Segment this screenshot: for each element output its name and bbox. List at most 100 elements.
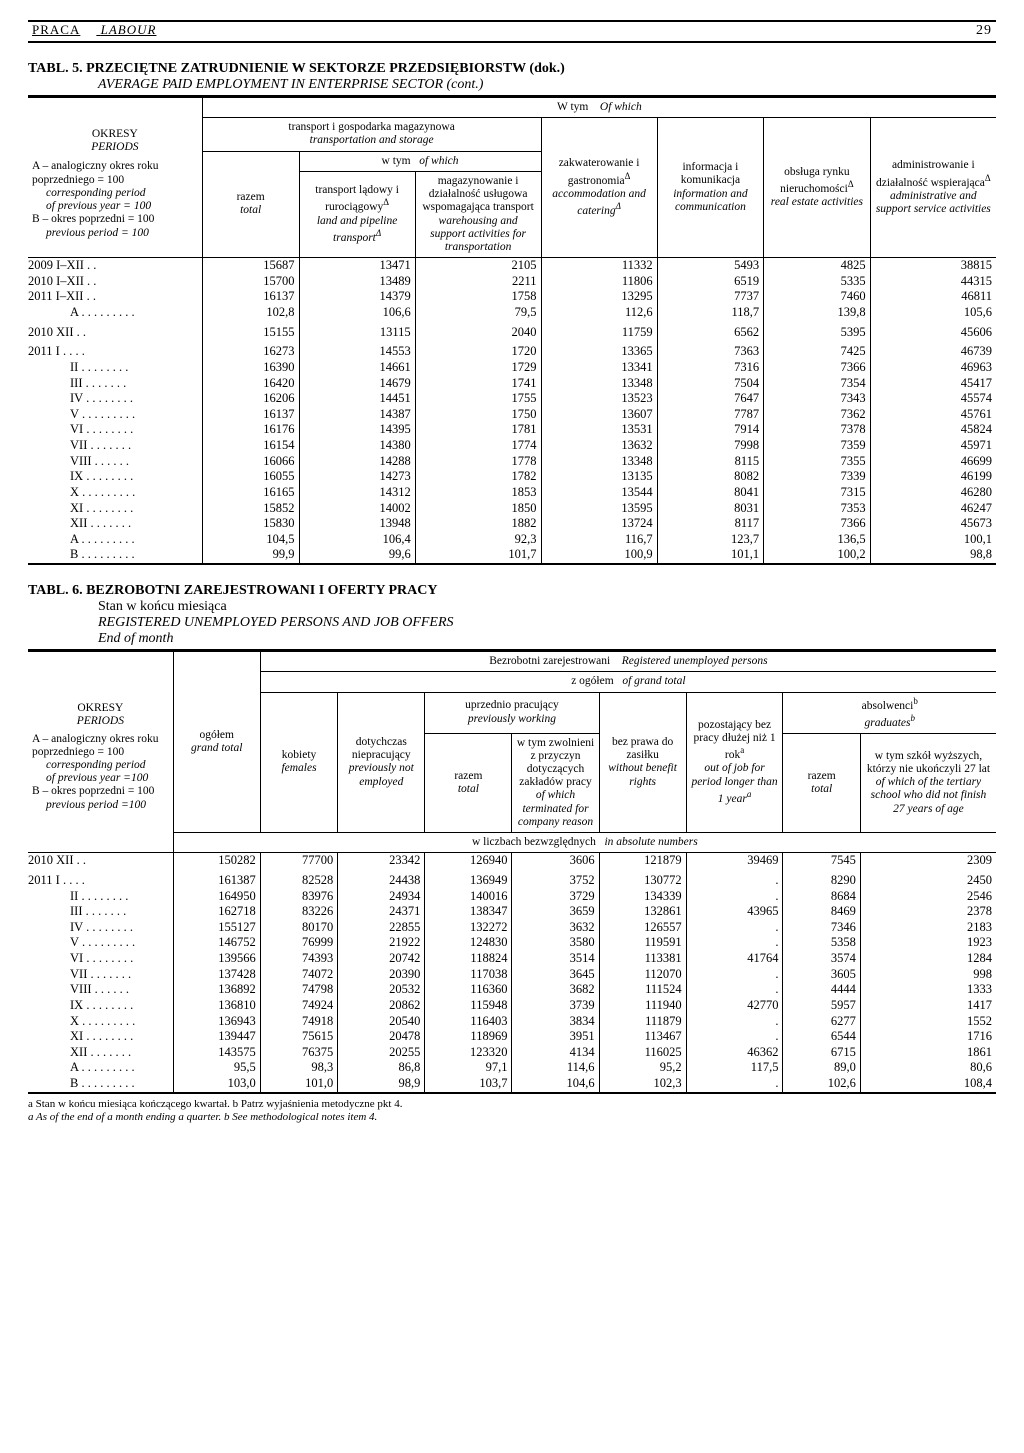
page: PRACA LABOUR 29 TABL. 5. PRZECIĘTNE ZATR… xyxy=(0,0,1024,1155)
t5-obs-en: real estate activities xyxy=(771,196,863,208)
table-row: II . . . . . . . .1639014661172913341731… xyxy=(28,360,996,376)
t5-inf-pl: informacja i komunikacja xyxy=(681,161,740,186)
cell: 83226 xyxy=(260,904,337,920)
cell: 137428 xyxy=(173,967,260,983)
t6-periods-en: PERIODS xyxy=(32,715,169,728)
cell: 161387 xyxy=(173,873,260,889)
cell: 46699 xyxy=(870,454,996,470)
cell: 14679 xyxy=(299,376,415,392)
cell: 15852 xyxy=(202,501,299,517)
cell: 14002 xyxy=(299,501,415,517)
cell: 46362 xyxy=(686,1045,783,1061)
sup-b: b xyxy=(913,696,918,706)
cell: 104,5 xyxy=(202,532,299,548)
running-head-pl: PRACA xyxy=(32,22,96,37)
cell: 5957 xyxy=(783,998,860,1014)
cell: 162718 xyxy=(173,904,260,920)
row-label: A . . . . . . . . . xyxy=(28,532,202,548)
cell: 15687 xyxy=(202,258,299,274)
cell: . xyxy=(686,935,783,951)
cell: 130772 xyxy=(599,873,686,889)
table-row: VI . . . . . . . .1395667439320742118824… xyxy=(28,951,996,967)
cell: 76375 xyxy=(260,1045,337,1061)
delta-icon: Δ xyxy=(383,197,389,207)
cell: 13595 xyxy=(541,501,657,517)
table-row: V . . . . . . . . .146752769992192212483… xyxy=(28,935,996,951)
table5-caption: TABL. 5. PRZECIĘTNE ZATRUDNIENIE W SEKTO… xyxy=(28,61,996,93)
table-row: III . . . . . . .16420146791741133487504… xyxy=(28,376,996,392)
cell: 102,6 xyxy=(783,1076,860,1092)
t5-transport-pl: transport i gospodarka magazynowa xyxy=(207,121,537,134)
table-row: XII . . . . . . .14357576375202551233204… xyxy=(28,1045,996,1061)
table-row: 2010 XII . .1515513115204011759656253954… xyxy=(28,325,996,341)
t5-note-a-pl: A – analogiczny okres roku poprzedniego … xyxy=(32,160,198,186)
cell: 76999 xyxy=(260,935,337,951)
cell: 22855 xyxy=(338,920,425,936)
cell: 1417 xyxy=(860,998,996,1014)
row-label: VI . . . . . . . . xyxy=(28,951,173,967)
row-label: 2010 XII . . xyxy=(28,853,173,869)
cell: 3574 xyxy=(783,951,860,967)
t6-kobiety: kobiety xyxy=(282,749,317,761)
row-label: X . . . . . . . . . xyxy=(28,485,202,501)
cell: 111940 xyxy=(599,998,686,1014)
cell: . xyxy=(686,1076,783,1092)
table-row: IV . . . . . . . .1620614451175513523764… xyxy=(28,391,996,407)
t6-zw-pl: w tym zwolnieni z przyczyn dotyczących z… xyxy=(517,737,594,789)
row-label: VIII . . . . . . xyxy=(28,454,202,470)
cell: 1850 xyxy=(415,501,541,517)
cell: 116025 xyxy=(599,1045,686,1061)
cell: 6519 xyxy=(657,274,763,290)
cell: 116403 xyxy=(425,1014,512,1030)
cell: 136892 xyxy=(173,982,260,998)
cell: 7787 xyxy=(657,407,763,423)
table-row: X . . . . . . . . .161651431218531354480… xyxy=(28,485,996,501)
cell: 8469 xyxy=(783,904,860,920)
cell: 102,3 xyxy=(599,1076,686,1092)
page-number: 29 xyxy=(976,23,992,39)
cell: 7504 xyxy=(657,376,763,392)
cell: 136949 xyxy=(425,873,512,889)
cell: 113381 xyxy=(599,951,686,967)
cell: 45574 xyxy=(870,391,996,407)
cell: 16390 xyxy=(202,360,299,376)
cell: 13341 xyxy=(541,360,657,376)
cell: . xyxy=(686,1014,783,1030)
cell: 92,3 xyxy=(415,532,541,548)
cell: 3580 xyxy=(512,935,599,951)
t5-mag-en: warehousing and support activities for t… xyxy=(430,215,526,253)
t6-females: females xyxy=(281,762,316,774)
cell: 3514 xyxy=(512,951,599,967)
cell: 14387 xyxy=(299,407,415,423)
t6-grandtotal: grand total xyxy=(191,742,242,754)
rule-top-2 xyxy=(28,41,996,43)
cell: 46247 xyxy=(870,501,996,517)
t5-note-a-en2: of previous year = 100 xyxy=(32,200,198,213)
table6-caption-label: TABL. 6. xyxy=(28,583,83,598)
cell: 7425 xyxy=(764,344,870,360)
row-label: II . . . . . . . . xyxy=(28,889,173,905)
delta-icon: Δ xyxy=(376,228,381,238)
cell: . xyxy=(686,967,783,983)
cell: 77700 xyxy=(260,853,337,869)
table-row: X . . . . . . . . .136943749182054011640… xyxy=(28,1014,996,1030)
cell: 45761 xyxy=(870,407,996,423)
t5-transport-en: transportation and storage xyxy=(207,134,537,147)
cell: 3659 xyxy=(512,904,599,920)
cell: . xyxy=(686,920,783,936)
table-row: VI . . . . . . . .1617614395178113531791… xyxy=(28,422,996,438)
cell: 1729 xyxy=(415,360,541,376)
table-row: VII . . . . . . .13742874072203901170383… xyxy=(28,967,996,983)
cell: 2378 xyxy=(860,904,996,920)
cell: 101,7 xyxy=(415,547,541,563)
cell: 100,9 xyxy=(541,547,657,563)
cell: 20742 xyxy=(338,951,425,967)
cell: 11759 xyxy=(541,325,657,341)
cell: 16066 xyxy=(202,454,299,470)
t6-bezp-pl: bez prawa do zasiłku xyxy=(612,736,673,761)
t5-zak-en: accommodation and catering xyxy=(552,188,646,217)
cell: 124830 xyxy=(425,935,512,951)
cell: 7346 xyxy=(783,920,860,936)
cell: 16165 xyxy=(202,485,299,501)
cell: 2309 xyxy=(860,853,996,869)
